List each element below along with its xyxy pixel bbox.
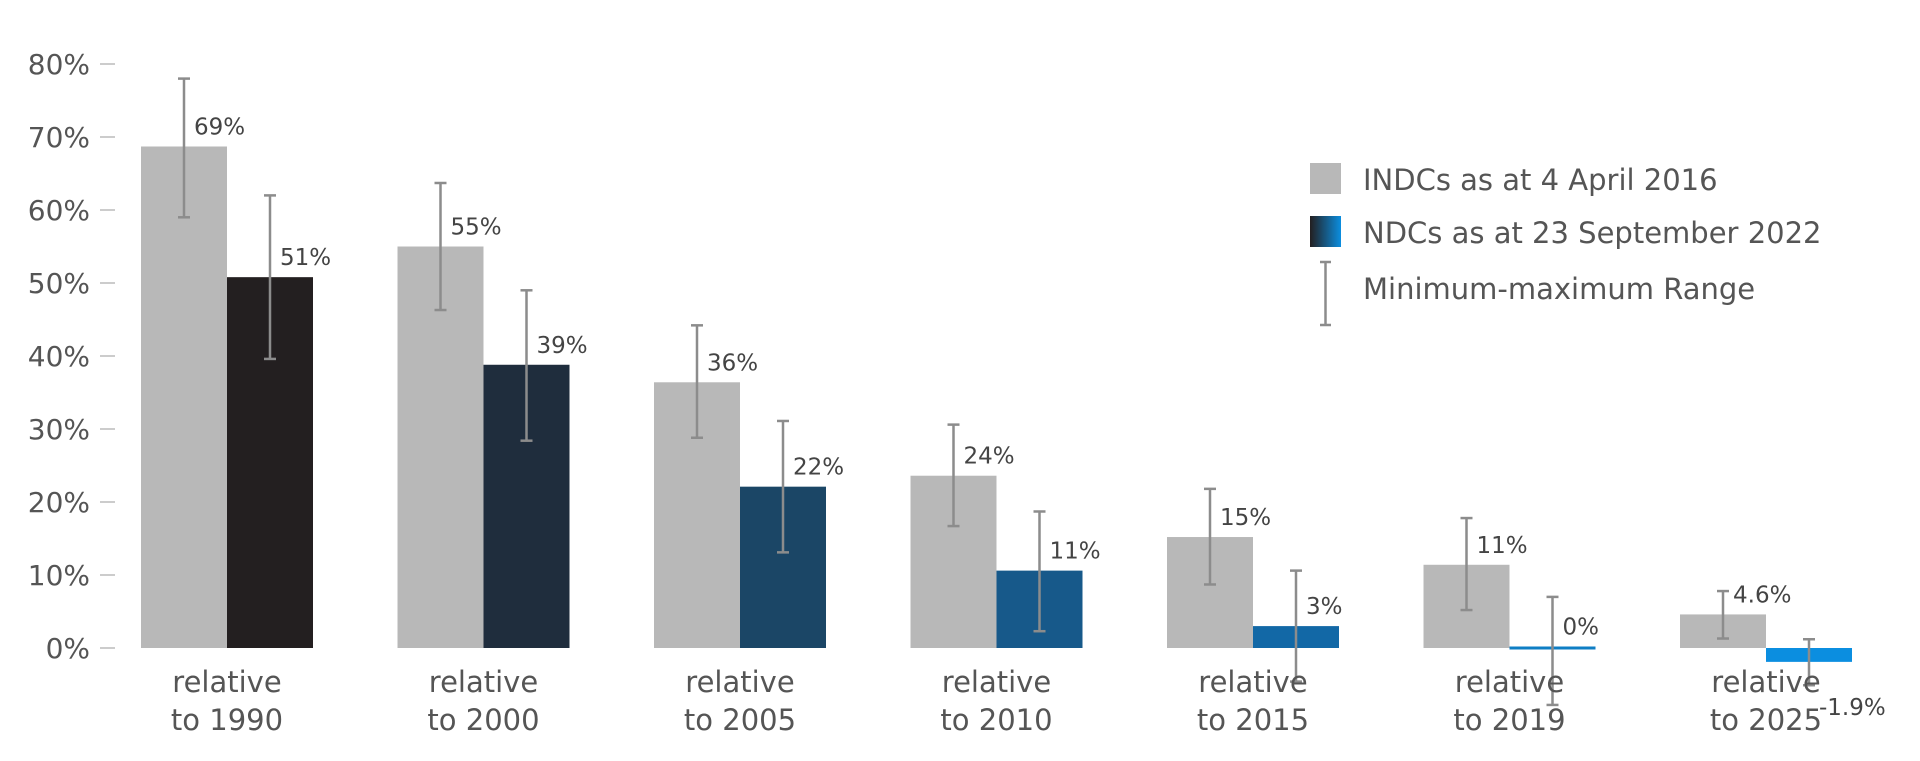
error-bar: [520, 289, 533, 442]
category-label: relative: [1198, 665, 1307, 699]
error-bar: [264, 194, 276, 361]
y-tick-label: 70%: [28, 121, 90, 154]
error-bar: [1033, 510, 1046, 633]
data-label: 55%: [451, 215, 502, 241]
error-bar: [777, 419, 789, 554]
category-label: relative: [1711, 665, 1820, 699]
legend-label-indc: INDCs as at 4 April 2016: [1363, 163, 1718, 197]
data-label: 36%: [707, 350, 758, 376]
category-label: relative: [172, 665, 281, 699]
category-label: to 2025: [1710, 703, 1822, 737]
bar-indc: [141, 146, 227, 649]
error-bar: [1204, 487, 1216, 586]
data-labels: 69% 51% 55% 39% 36% 22% 24% 11% 15% 3% 11% 0% 4.6% -1…: [194, 114, 1886, 721]
legend-swatch-indc: [1310, 163, 1341, 194]
y-tick-label: 80%: [28, 48, 90, 81]
y-tick-label: 10%: [28, 559, 90, 592]
y-tick-label: 20%: [28, 486, 90, 519]
bar-indc: [397, 246, 484, 648]
data-label: 11%: [1050, 539, 1101, 565]
y-tick-label: 30%: [28, 413, 90, 446]
data-label: 69%: [194, 114, 245, 140]
category-label: relative: [429, 665, 538, 699]
data-label: 22%: [793, 455, 844, 481]
category-label: relative: [685, 665, 794, 699]
error-bar: [1803, 637, 1815, 687]
data-label: 51%: [280, 245, 331, 271]
error-bar: [691, 324, 703, 440]
legend-swatch-ndc: [1310, 216, 1341, 247]
error-bar: [434, 181, 447, 312]
category-label: to 2000: [427, 703, 539, 737]
error-bar: [947, 423, 960, 528]
category-label: relative: [942, 665, 1051, 699]
error-bars: [178, 77, 1815, 707]
category-label: to 2005: [684, 703, 796, 737]
data-label: 39%: [537, 333, 588, 359]
y-tick-label: 60%: [28, 194, 90, 227]
data-label: -1.9%: [1819, 695, 1886, 721]
category-label: to 2019: [1453, 703, 1565, 737]
category-label: relative: [1455, 665, 1564, 699]
category-label: to 2010: [940, 703, 1052, 737]
error-bar: [1546, 595, 1559, 707]
legend-range-icon: [1320, 260, 1331, 327]
legend-label-range: Minimum-maximum Range: [1363, 272, 1755, 306]
category-labels: relative to 1990 relative to 2000 relative to…: [171, 665, 1822, 737]
data-label: 15%: [1220, 505, 1271, 531]
data-label: 24%: [964, 444, 1015, 470]
y-tick-label: 50%: [28, 267, 90, 300]
error-bar: [1460, 516, 1473, 612]
y-axis: 0% 10% 20% 30% 40% 50% 60% 70% 80%: [28, 48, 115, 665]
category-label: to 2015: [1197, 703, 1309, 737]
y-tick-label: 0%: [46, 632, 90, 665]
data-label: 11%: [1477, 533, 1528, 559]
legend: INDCs as at 4 April 2016 NDCs as at 23 S…: [1310, 163, 1822, 327]
y-tick-label: 40%: [28, 340, 90, 373]
category-label: to 1990: [171, 703, 283, 737]
error-bar: [178, 77, 190, 219]
error-bar: [1717, 589, 1729, 640]
error-bar: [1290, 569, 1302, 683]
data-label: 3%: [1306, 594, 1343, 620]
data-label: 0%: [1563, 615, 1600, 641]
data-label: 4.6%: [1733, 582, 1791, 608]
legend-label-ndc: NDCs as at 23 September 2022: [1363, 216, 1822, 250]
